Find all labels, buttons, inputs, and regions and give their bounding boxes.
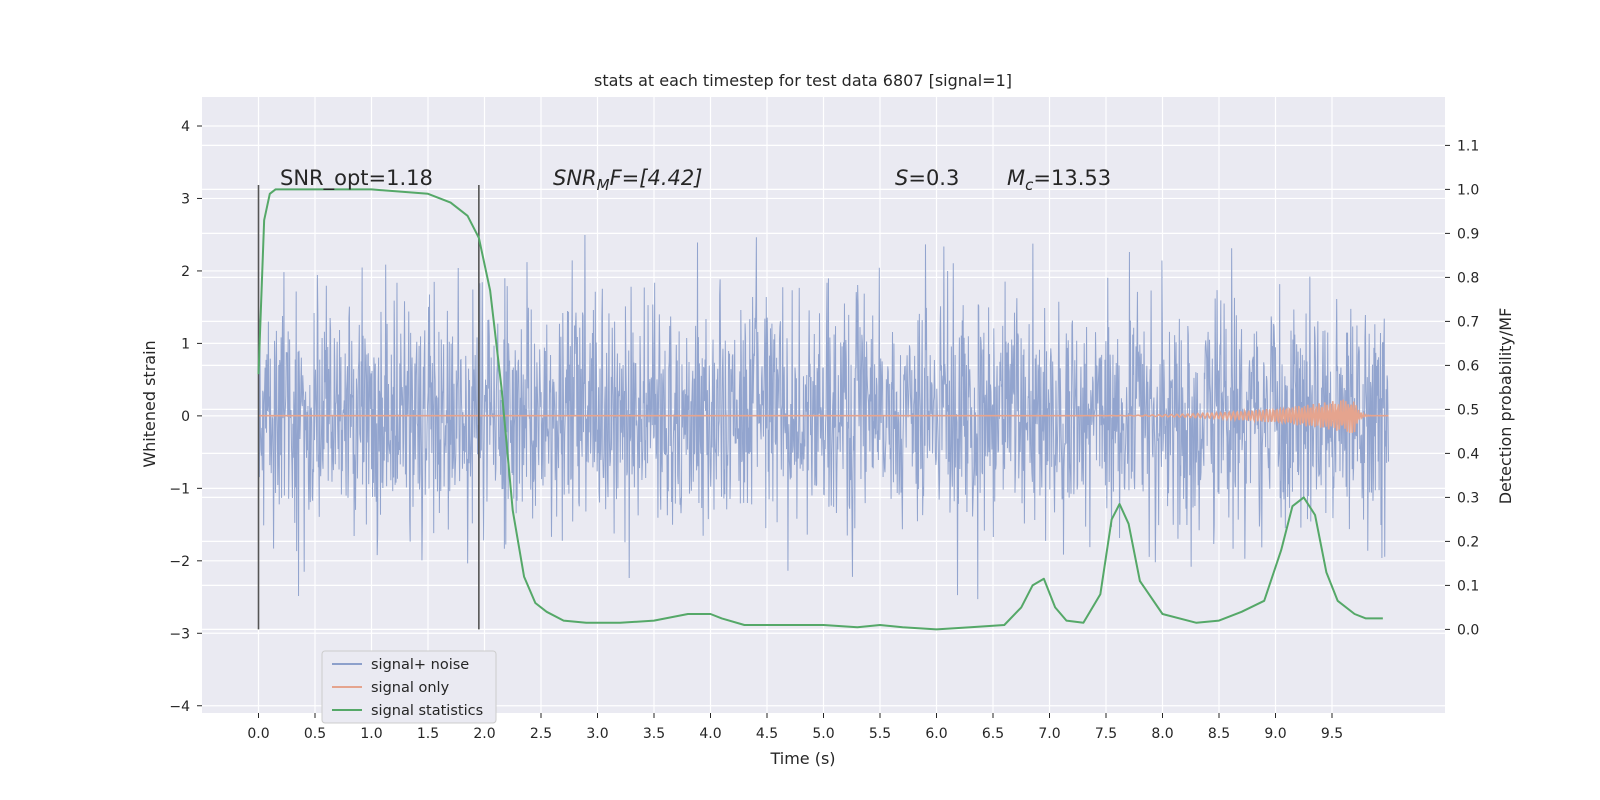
y2-axis-ticks: 1.1 1.0 0.9 0.8 0.7 0.6 0.5 0.4 0.3 0.2 0.1 0.0 <box>1445 138 1479 638</box>
y2-tick-label: 0.9 <box>1457 226 1479 242</box>
y-tick-label: −3 <box>169 626 190 642</box>
y2-tick-label: 0.3 <box>1457 490 1479 506</box>
y-axis-ticks: 4 3 2 1 0 −1 −2 −3 −4 <box>169 119 202 715</box>
x-tick-label: 7.0 <box>1038 726 1060 742</box>
x-tick-label: 5.0 <box>812 726 834 742</box>
y2-tick-label: 0.5 <box>1457 402 1479 418</box>
signal-noise-trace <box>258 235 1389 600</box>
x-tick-label: 9.5 <box>1321 726 1343 742</box>
y2-tick-label: 1.1 <box>1457 138 1479 154</box>
legend-label-noise: signal+ noise <box>371 657 469 673</box>
signal-only-trace <box>258 399 1389 433</box>
y-tick-label: −4 <box>169 699 190 715</box>
y-tick-label: −2 <box>169 554 190 570</box>
window-lines <box>257 185 480 630</box>
x-axis-label: Time (s) <box>769 749 835 768</box>
y-tick-label: 1 <box>181 336 190 352</box>
x-tick-label: 8.5 <box>1208 726 1230 742</box>
x-tick-label: 4.0 <box>699 726 721 742</box>
x-tick-label: 3.5 <box>643 726 665 742</box>
x-tick-label: 5.5 <box>869 726 891 742</box>
x-tick-label: 2.0 <box>473 726 495 742</box>
x-axis-ticks: 0.0 0.5 1.0 1.5 2.0 2.5 3.0 3.5 4.0 4.5 5.0 5.5 6.0 6… <box>247 713 1343 742</box>
y2-tick-label: 0.2 <box>1457 534 1479 550</box>
y-tick-label: 3 <box>181 191 190 207</box>
y-axis-label: Whitened strain <box>140 340 159 467</box>
x-tick-label: 3.0 <box>586 726 608 742</box>
annotation-s: S=0.3 <box>895 166 959 190</box>
x-tick-label: 6.5 <box>982 726 1004 742</box>
y2-tick-label: 0.1 <box>1457 578 1479 594</box>
y-tick-label: −1 <box>169 481 190 497</box>
x-tick-label: 6.0 <box>925 726 947 742</box>
x-tick-label: 1.5 <box>417 726 439 742</box>
y2-tick-label: 0.8 <box>1457 270 1479 286</box>
x-tick-label: 8.0 <box>1151 726 1173 742</box>
y-tick-label: 2 <box>181 264 190 280</box>
y-tick-label: 0 <box>181 409 190 425</box>
legend-label-signal: signal only <box>371 680 450 696</box>
y2-tick-label: 0.6 <box>1457 358 1479 374</box>
x-tick-label: 0.0 <box>247 726 269 742</box>
legend-box <box>321 650 497 724</box>
x-tick-label: 7.5 <box>1095 726 1117 742</box>
chart-title: stats at each timestep for test data 680… <box>594 71 1012 90</box>
annotation-snr-mf: SNRMF=[4.42] <box>553 166 702 194</box>
x-tick-label: 0.5 <box>304 726 326 742</box>
x-tick-label: 1.0 <box>360 726 382 742</box>
legend-label-stats: signal statistics <box>371 703 483 719</box>
annotation-mc: Mc=13.53 <box>1007 166 1111 194</box>
x-tick-label: 9.0 <box>1264 726 1286 742</box>
y2-axis-label: Detection probability/MF <box>1496 308 1515 505</box>
legend: signal+ noise signal only signal statist… <box>321 650 497 724</box>
signal-only-series <box>258 399 1389 433</box>
x-tick-label: 2.5 <box>530 726 552 742</box>
x-tick-label: 4.5 <box>756 726 778 742</box>
y2-tick-label: 0.7 <box>1457 314 1479 330</box>
y2-tick-label: 1.0 <box>1457 182 1479 198</box>
y2-tick-label: 0.0 <box>1457 622 1479 638</box>
signal-noise-series <box>258 235 1389 600</box>
y2-tick-label: 0.4 <box>1457 446 1479 462</box>
y-tick-label: 4 <box>181 119 190 135</box>
annotation-snr-opt: SNR_opt=1.18 <box>280 166 433 191</box>
signal-statistics-line <box>257 188 1383 631</box>
